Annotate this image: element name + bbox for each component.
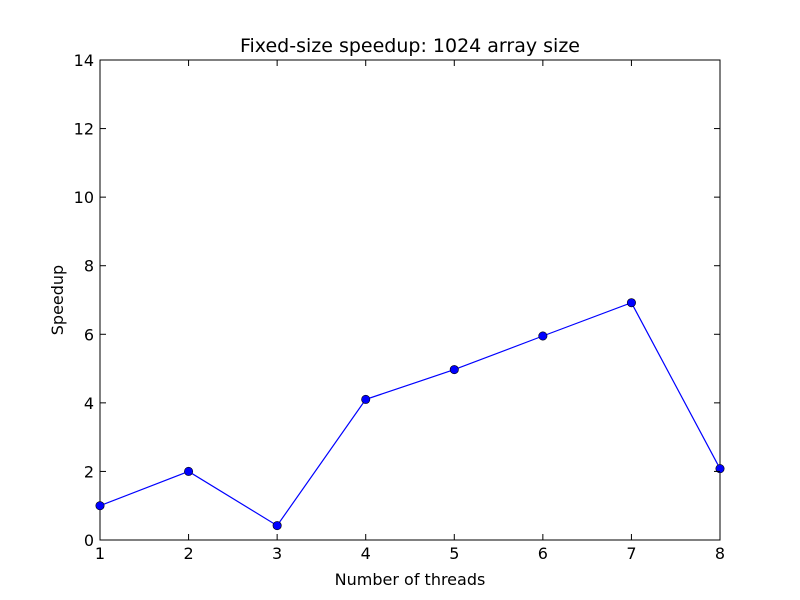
data-point	[449, 365, 459, 375]
y-tick-label: 2	[84, 462, 94, 481]
series-line	[99, 301, 721, 527]
series-layer	[95, 298, 725, 531]
x-tick-label: 2	[183, 544, 193, 563]
x-tick-label: 8	[715, 544, 725, 563]
plot-area	[99, 59, 721, 541]
y-tick-label: 0	[84, 531, 94, 550]
data-point	[95, 501, 105, 511]
y-tick-label: 14	[74, 51, 94, 70]
y-tick-label: 12	[74, 120, 94, 139]
data-point	[715, 464, 725, 474]
data-point	[272, 521, 282, 531]
data-point	[538, 331, 548, 341]
data-point	[626, 298, 636, 308]
x-tick-label: 1	[95, 544, 105, 563]
y-tick-label: 8	[84, 257, 94, 276]
y-axis-label: Speedup	[48, 265, 67, 335]
x-axis-label: Number of threads	[335, 570, 486, 589]
y-tick-label: 4	[84, 394, 94, 413]
x-tick-label: 6	[538, 544, 548, 563]
x-tick-label: 5	[449, 544, 459, 563]
y-tick-label: 6	[84, 325, 94, 344]
plot-frame	[99, 59, 721, 541]
x-tick-label: 3	[272, 544, 282, 563]
chart-title: Fixed-size speedup: 1024 array size	[240, 35, 580, 57]
x-tick-label: 7	[626, 544, 636, 563]
data-point	[184, 466, 194, 476]
y-tick-label: 10	[74, 188, 94, 207]
data-point	[361, 394, 371, 404]
x-tick-label: 4	[361, 544, 371, 563]
